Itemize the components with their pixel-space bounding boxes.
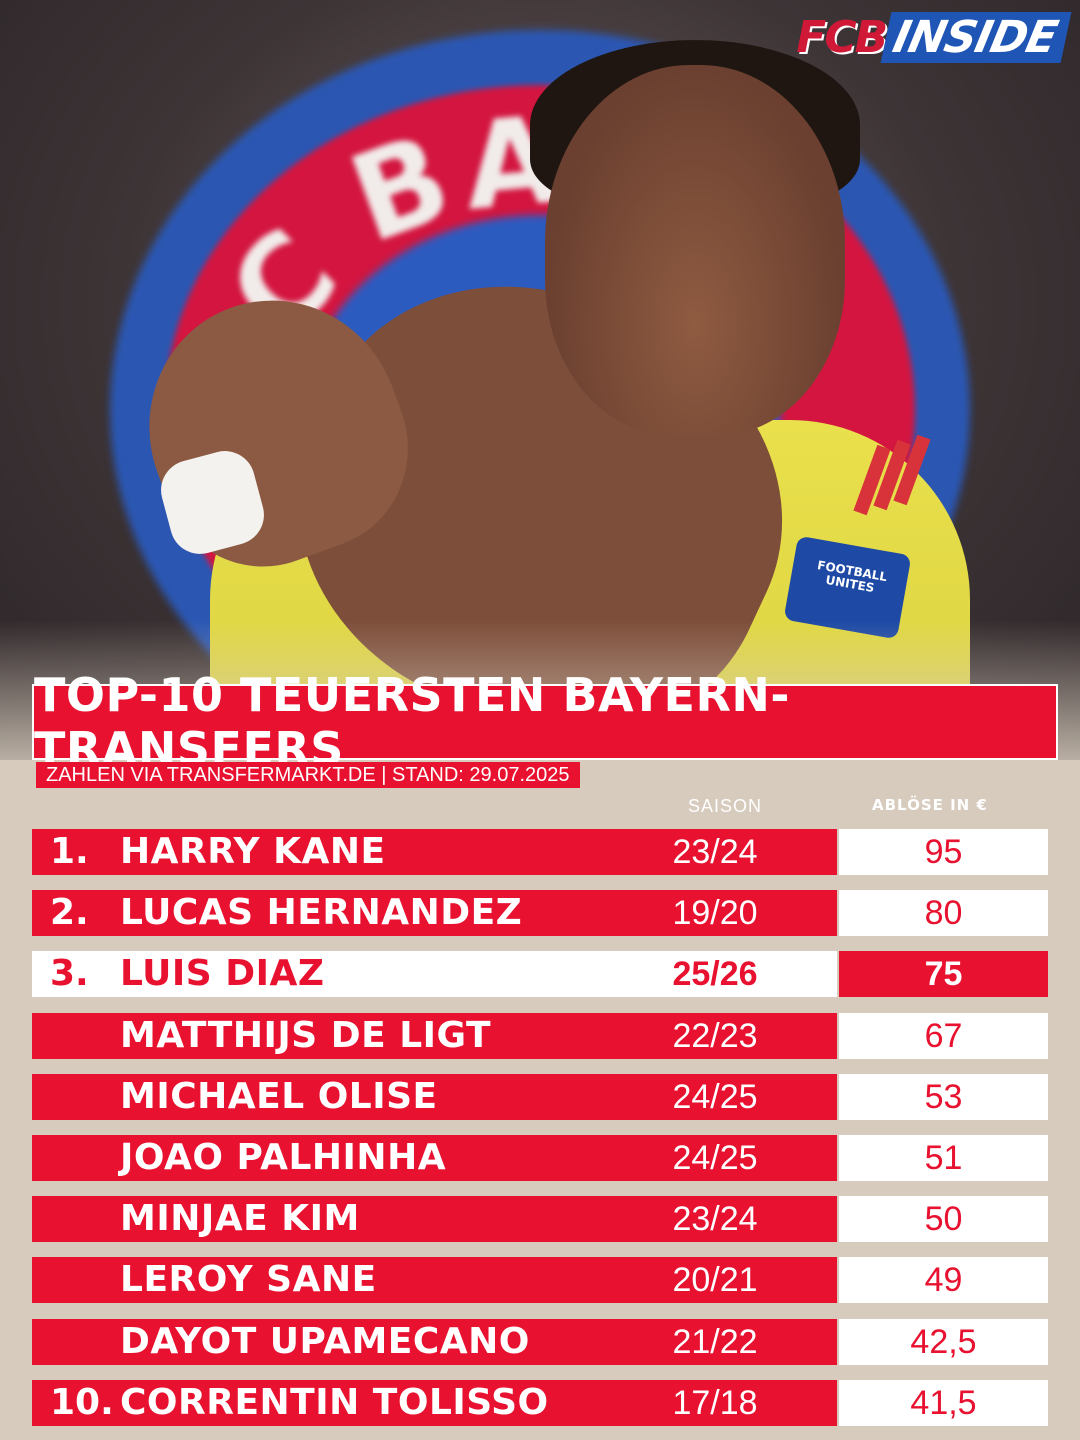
row-fee: 50 bbox=[924, 1200, 963, 1238]
row-fee-cell: 95 bbox=[839, 829, 1048, 875]
row-fee-cell: 80 bbox=[839, 890, 1048, 936]
row-season: 23/24 bbox=[672, 1200, 758, 1238]
row-fee: 49 bbox=[924, 1261, 963, 1299]
row-fee-cell: 53 bbox=[839, 1074, 1048, 1120]
fcb-inside-logo: FCB INSIDE bbox=[796, 11, 1072, 63]
row-fee-cell: 75 bbox=[839, 951, 1048, 997]
background-photo: F C B A FOOTBALL UNITES bbox=[0, 0, 1080, 760]
row-player-name: MATTHIJS DE LIGT bbox=[120, 1015, 492, 1056]
row-fee-cell: 41,5 bbox=[839, 1380, 1048, 1426]
row-fee: 95 bbox=[924, 833, 963, 871]
row-name-cell: 3. LUIS DIAZ 25/26 bbox=[32, 951, 837, 997]
row-season: 24/25 bbox=[672, 1078, 758, 1116]
table-row: 10. CORRENTIN TOLISSO 17/18 41,5 bbox=[32, 1380, 1048, 1426]
row-name-cell: JOAO PALHINHA 24/25 bbox=[32, 1135, 837, 1181]
row-season: 19/20 bbox=[672, 894, 758, 932]
row-player-name: MINJAE KIM bbox=[120, 1198, 360, 1239]
row-name-cell: MINJAE KIM 23/24 bbox=[32, 1196, 837, 1242]
row-fee: 75 bbox=[924, 955, 963, 993]
row-player-name: CORRENTIN TOLISSO bbox=[120, 1382, 549, 1423]
row-fee: 41,5 bbox=[910, 1384, 977, 1422]
row-rank: 1. bbox=[50, 831, 89, 872]
row-season: 21/22 bbox=[672, 1323, 758, 1361]
row-season: 20/21 bbox=[672, 1261, 758, 1299]
row-fee-cell: 50 bbox=[839, 1196, 1048, 1242]
table-row: JOAO PALHINHA 24/25 51 bbox=[32, 1135, 1048, 1181]
row-player-name: LUCAS HERNANDEZ bbox=[120, 892, 523, 933]
row-fee: 80 bbox=[924, 894, 963, 932]
table-row: 1. HARRY KANE 23/24 95 bbox=[32, 829, 1048, 875]
row-rank: 2. bbox=[50, 892, 89, 933]
row-player-name: LUIS DIAZ bbox=[120, 953, 325, 994]
row-fee-cell: 49 bbox=[839, 1257, 1048, 1303]
row-player-name: MICHAEL OLISE bbox=[120, 1076, 438, 1117]
table-row: MICHAEL OLISE 24/25 53 bbox=[32, 1074, 1048, 1120]
row-name-cell: MICHAEL OLISE 24/25 bbox=[32, 1074, 837, 1120]
row-season: 17/18 bbox=[672, 1384, 758, 1422]
source-subtitle: ZAHLEN VIA TRANSFERMARKT.DE | STAND: 29.… bbox=[36, 762, 580, 788]
row-fee: 67 bbox=[924, 1017, 963, 1055]
column-header-season: SAISON bbox=[688, 796, 763, 816]
row-player-name: HARRY KANE bbox=[120, 831, 386, 872]
row-name-cell: 2. LUCAS HERNANDEZ 19/20 bbox=[32, 890, 837, 936]
table-row: MATTHIJS DE LIGT 22/23 67 bbox=[32, 1013, 1048, 1059]
table-row: 2. LUCAS HERNANDEZ 19/20 80 bbox=[32, 890, 1048, 936]
logo-fcb-text: FCB bbox=[796, 11, 888, 63]
logo-inside-text: INSIDE bbox=[880, 11, 1072, 63]
table-row: DAYOT UPAMECANO 21/22 42,5 bbox=[32, 1319, 1048, 1365]
row-rank: 10. bbox=[50, 1382, 114, 1423]
row-fee: 42,5 bbox=[910, 1323, 977, 1361]
row-fee: 53 bbox=[924, 1078, 963, 1116]
row-fee-cell: 51 bbox=[839, 1135, 1048, 1181]
row-name-cell: MATTHIJS DE LIGT 22/23 bbox=[32, 1013, 837, 1059]
row-player-name: JOAO PALHINHA bbox=[120, 1137, 447, 1178]
row-season: 24/25 bbox=[672, 1139, 758, 1177]
table-row: LEROY SANE 20/21 49 bbox=[32, 1257, 1048, 1303]
table-row: MINJAE KIM 23/24 50 bbox=[32, 1196, 1048, 1242]
row-player-name: DAYOT UPAMECANO bbox=[120, 1321, 530, 1362]
row-player-name: LEROY SANE bbox=[120, 1259, 377, 1300]
row-name-cell: DAYOT UPAMECANO 21/22 bbox=[32, 1319, 837, 1365]
row-name-cell: LEROY SANE 20/21 bbox=[32, 1257, 837, 1303]
row-season: 25/26 bbox=[672, 955, 758, 993]
player-face bbox=[545, 65, 845, 435]
table-row: 3. LUIS DIAZ 25/26 75 bbox=[32, 951, 1048, 997]
title-banner: TOP-10 TEUERSTEN BAYERN-TRANSFERS bbox=[32, 668, 1058, 776]
column-header-fee: ABLÖSE IN € bbox=[872, 796, 988, 814]
row-fee: 51 bbox=[924, 1139, 963, 1177]
row-name-cell: 10. CORRENTIN TOLISSO 17/18 bbox=[32, 1380, 837, 1426]
row-season: 22/23 bbox=[672, 1017, 758, 1055]
page-title: TOP-10 TEUERSTEN BAYERN-TRANSFERS bbox=[34, 668, 790, 776]
row-name-cell: 1. HARRY KANE 23/24 bbox=[32, 829, 837, 875]
row-fee-cell: 67 bbox=[839, 1013, 1048, 1059]
row-fee-cell: 42,5 bbox=[839, 1319, 1048, 1365]
row-season: 23/24 bbox=[672, 833, 758, 871]
row-rank: 3. bbox=[50, 953, 89, 994]
